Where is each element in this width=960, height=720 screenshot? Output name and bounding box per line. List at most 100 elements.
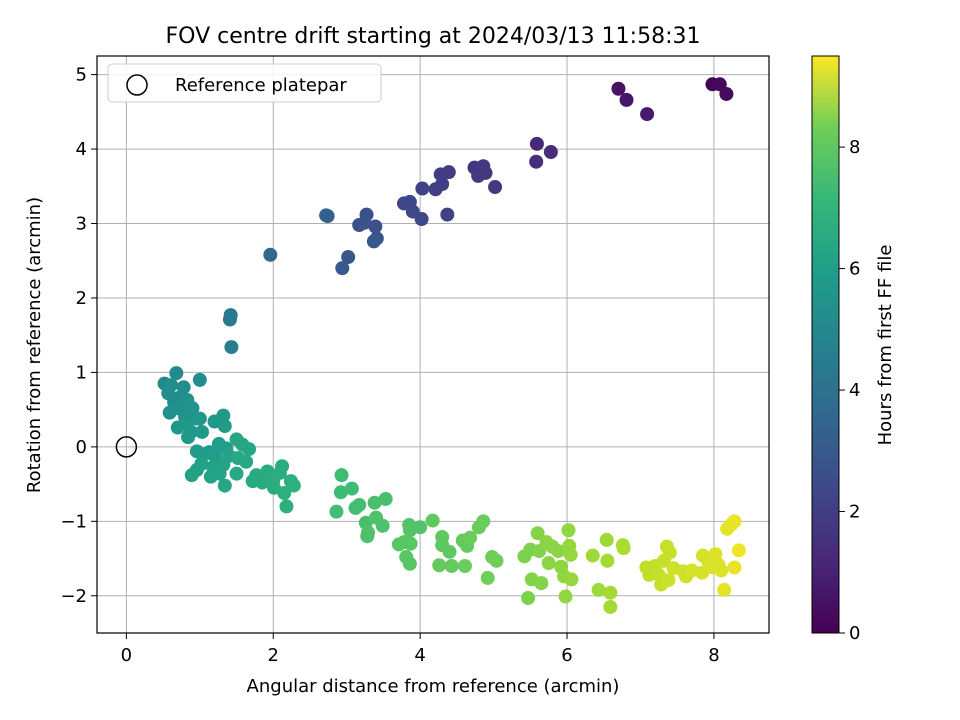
colorbar-gradient: [811, 55, 840, 634]
data-point: [558, 589, 573, 604]
data-point: [442, 544, 457, 559]
colorbar-tick-label: 8: [849, 137, 860, 158]
data-point: [366, 234, 381, 249]
data-point: [367, 495, 382, 510]
data-point: [561, 523, 576, 538]
data-point: [242, 442, 257, 457]
plot-frame: [96, 55, 770, 634]
data-point: [714, 563, 729, 578]
data-point: [341, 250, 356, 265]
chart-title: FOV centre drift starting at 2024/03/13 …: [166, 24, 701, 49]
data-point: [425, 513, 440, 528]
data-point: [263, 247, 278, 262]
data-point: [543, 145, 558, 160]
y-tick-label: 5: [76, 65, 87, 86]
data-point: [731, 543, 746, 558]
data-point: [530, 526, 545, 541]
data-point: [169, 366, 184, 381]
colorbar-tick-label: 0: [849, 623, 860, 644]
data-point: [357, 215, 372, 230]
legend-box: [107, 63, 382, 103]
tick-labels: 0 2 4 6 8 −2 −1 0 1 2 3 4 5: [60, 65, 719, 666]
data-point: [212, 466, 227, 481]
colorbar-tick-label: 6: [849, 259, 860, 280]
x-tick-label: 0: [121, 645, 132, 666]
y-tick-label: 2: [76, 288, 87, 309]
data-point: [286, 478, 301, 493]
data-point: [352, 497, 367, 512]
data-point: [529, 136, 544, 151]
data-point: [217, 419, 232, 434]
data-point: [333, 485, 348, 500]
data-point: [551, 544, 566, 559]
x-tick-label: 8: [708, 645, 719, 666]
data-point: [181, 430, 196, 445]
data-point: [428, 182, 443, 197]
legend: Reference platepar: [107, 63, 382, 103]
data-point: [216, 408, 231, 423]
y-tick-label: 4: [76, 139, 87, 160]
data-point: [591, 582, 606, 597]
data-point: [603, 599, 618, 614]
data-point: [275, 459, 290, 474]
colorbar: 0 2 4 6 8 Hours from first FF file: [811, 55, 896, 644]
data-point: [640, 107, 655, 122]
x-tick-label: 2: [268, 645, 279, 666]
data-point: [478, 165, 493, 180]
reference-platepar-marker: [115, 436, 138, 458]
data-point: [402, 556, 417, 571]
data-point: [476, 514, 491, 529]
data-point: [375, 518, 390, 533]
colorbar-tick-label: 2: [849, 502, 860, 523]
legend-reference-marker: [126, 74, 148, 96]
data-point: [391, 537, 406, 552]
data-point: [529, 154, 544, 169]
y-axis-label: Rotation from reference (arcmin): [24, 197, 45, 493]
y-tick-label: 1: [76, 362, 87, 383]
data-point: [334, 468, 349, 483]
data-point: [378, 491, 393, 506]
data-point: [727, 514, 742, 529]
y-tick-label: 0: [76, 437, 87, 458]
data-point: [403, 536, 418, 551]
data-point: [279, 499, 294, 514]
data-point: [344, 481, 359, 496]
axes: [91, 55, 770, 639]
legend-entry: Reference platepar: [175, 75, 347, 96]
data-point: [184, 468, 199, 483]
data-point: [521, 591, 536, 606]
data-point: [541, 556, 556, 571]
data-point: [564, 572, 579, 587]
data-point: [192, 411, 207, 426]
y-tick-label: −2: [60, 586, 87, 607]
x-tick-label: 6: [561, 645, 572, 666]
data-point: [719, 86, 734, 101]
x-tick-label: 4: [414, 645, 425, 666]
data-point: [255, 475, 270, 490]
data-point: [320, 209, 335, 224]
data-point: [432, 558, 447, 573]
data-point: [600, 553, 615, 568]
data-point: [335, 261, 350, 276]
data-point: [603, 585, 618, 600]
data-point: [413, 520, 428, 535]
data-point: [727, 560, 742, 575]
data-point: [360, 529, 375, 544]
data-point: [222, 312, 237, 327]
data-point: [488, 180, 503, 195]
data-point: [229, 466, 244, 481]
data-point: [489, 553, 504, 568]
data-point: [457, 558, 472, 573]
data-point: [534, 576, 549, 591]
data-point: [563, 547, 578, 562]
data-point: [195, 424, 210, 439]
data-point: [162, 405, 177, 420]
data-point: [277, 486, 292, 501]
data-point: [616, 541, 631, 556]
data-point: [368, 219, 383, 234]
data-point: [239, 454, 254, 469]
colorbar-label: Hours from first FF file: [875, 245, 896, 446]
data-point: [329, 504, 344, 519]
